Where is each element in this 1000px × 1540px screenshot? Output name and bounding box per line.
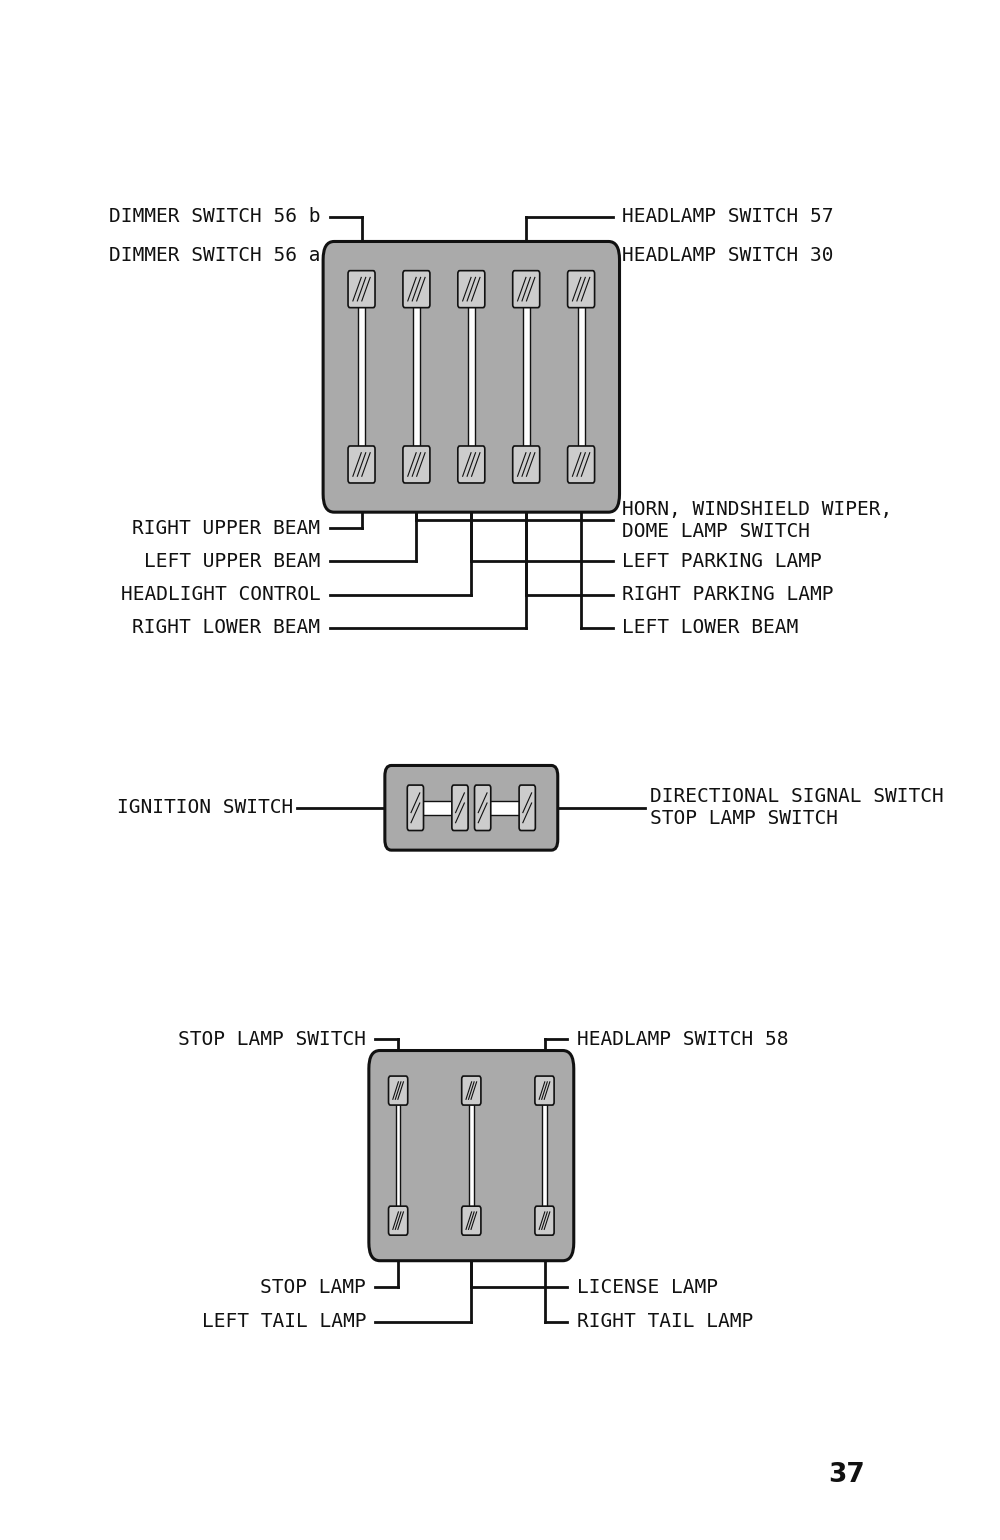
Text: HEADLAMP SWITCH 58: HEADLAMP SWITCH 58 [577, 1030, 788, 1049]
Text: LEFT UPPER BEAM: LEFT UPPER BEAM [144, 551, 320, 571]
Text: HORN, WINDSHIELD WIPER,
DOME LAMP SWITCH: HORN, WINDSHIELD WIPER, DOME LAMP SWITCH [622, 500, 893, 541]
Text: 37: 37 [828, 1463, 865, 1488]
FancyBboxPatch shape [535, 1206, 554, 1235]
FancyBboxPatch shape [389, 1206, 408, 1235]
FancyBboxPatch shape [458, 271, 485, 308]
Bar [358, 305, 365, 450]
Text: HEADLAMP SWITCH 57: HEADLAMP SWITCH 57 [622, 206, 834, 226]
FancyBboxPatch shape [462, 1206, 481, 1235]
FancyBboxPatch shape [385, 765, 558, 850]
Text: HEADLIGHT CONTROL: HEADLIGHT CONTROL [121, 585, 320, 604]
FancyBboxPatch shape [389, 1076, 408, 1106]
Text: LEFT TAIL LAMP: LEFT TAIL LAMP [202, 1312, 366, 1332]
FancyBboxPatch shape [452, 785, 468, 830]
FancyBboxPatch shape [568, 271, 595, 308]
Text: RIGHT TAIL LAMP: RIGHT TAIL LAMP [577, 1312, 753, 1332]
Text: LEFT LOWER BEAM: LEFT LOWER BEAM [622, 619, 799, 638]
Text: DIMMER SWITCH 56 b: DIMMER SWITCH 56 b [109, 206, 320, 226]
Text: RIGHT LOWER BEAM: RIGHT LOWER BEAM [132, 619, 320, 638]
Text: HEADLAMP SWITCH 30: HEADLAMP SWITCH 30 [622, 246, 834, 265]
FancyBboxPatch shape [519, 785, 535, 830]
Bar [523, 305, 530, 450]
Text: IGNITION SWITCH: IGNITION SWITCH [117, 798, 293, 818]
FancyBboxPatch shape [513, 271, 540, 308]
FancyBboxPatch shape [458, 447, 485, 484]
FancyBboxPatch shape [403, 271, 430, 308]
Bar [422, 801, 454, 815]
Bar [413, 305, 420, 450]
Bar [578, 305, 585, 450]
FancyBboxPatch shape [568, 447, 595, 484]
FancyBboxPatch shape [513, 447, 540, 484]
FancyBboxPatch shape [348, 271, 375, 308]
FancyBboxPatch shape [407, 785, 424, 830]
FancyBboxPatch shape [403, 447, 430, 484]
Text: STOP LAMP: STOP LAMP [260, 1278, 366, 1297]
Text: DIRECTIONAL SIGNAL SWITCH
STOP LAMP SWITCH: DIRECTIONAL SIGNAL SWITCH STOP LAMP SWIT… [650, 787, 943, 829]
FancyBboxPatch shape [475, 785, 491, 830]
FancyBboxPatch shape [348, 447, 375, 484]
Bar [396, 1103, 400, 1209]
FancyBboxPatch shape [462, 1076, 481, 1106]
Text: LICENSE LAMP: LICENSE LAMP [577, 1278, 718, 1297]
Text: STOP LAMP SWITCH: STOP LAMP SWITCH [178, 1030, 366, 1049]
Text: LEFT PARKING LAMP: LEFT PARKING LAMP [622, 551, 822, 571]
Text: DIMMER SWITCH 56 a: DIMMER SWITCH 56 a [109, 246, 320, 265]
FancyBboxPatch shape [369, 1050, 574, 1261]
Bar [489, 801, 521, 815]
FancyBboxPatch shape [535, 1076, 554, 1106]
Bar [542, 1103, 547, 1209]
Text: RIGHT UPPER BEAM: RIGHT UPPER BEAM [132, 519, 320, 537]
Bar [469, 1103, 474, 1209]
FancyBboxPatch shape [323, 242, 620, 513]
Bar [468, 305, 475, 450]
Text: RIGHT PARKING LAMP: RIGHT PARKING LAMP [622, 585, 834, 604]
